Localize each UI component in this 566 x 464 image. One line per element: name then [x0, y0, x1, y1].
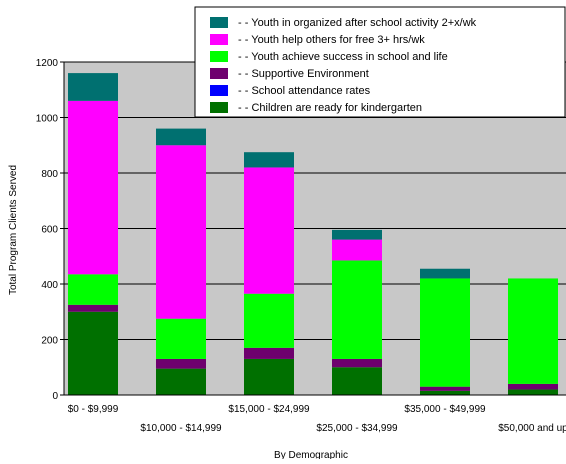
legend-entry: - - Youth achieve success in school and …: [238, 51, 448, 63]
bars: [68, 73, 558, 395]
y-tick-label: 1000: [36, 114, 59, 125]
y-tick-labels: 0 200 400 600 800 1000 1200: [36, 58, 64, 402]
bar-segment: [508, 389, 558, 395]
legend-entry: - - Supportive Environment: [238, 68, 369, 80]
legend-swatch: [210, 85, 228, 96]
x-tick-label: $15,000 - $24,999: [228, 404, 310, 415]
bar-segment: [420, 386, 470, 391]
bar-segment: [156, 128, 206, 146]
x-tick-labels: $0 - $9,999 $10,000 - $14,999 $15,000 - $2…: [68, 404, 566, 434]
x-tick-label: $10,000 - $14,999: [140, 423, 222, 434]
bar-segment: [332, 367, 382, 395]
bar-segment: [244, 293, 294, 348]
legend-swatch: [210, 68, 228, 79]
bar-segment: [244, 152, 294, 168]
bar-segment: [156, 318, 206, 359]
bar-segment: [508, 278, 558, 384]
legend-swatch: [210, 34, 228, 45]
bar-segment: [508, 383, 558, 390]
legend-entry: - - Children are ready for kindergarten: [238, 102, 422, 114]
x-tick-label: $35,000 - $49,999: [404, 404, 486, 415]
bar-segment: [68, 304, 118, 312]
legend-swatch: [210, 102, 228, 113]
legend-box: [194, 6, 566, 118]
y-tick-label: 600: [41, 225, 58, 236]
bar-segment: [244, 347, 294, 359]
bar-segment: [68, 311, 118, 395]
bar-segment: [156, 358, 206, 369]
y-tick-label: 0: [52, 391, 58, 402]
bar-segment: [332, 260, 382, 359]
legend: - - Youth in organized after school acti…: [194, 6, 566, 118]
bar-segment: [244, 167, 294, 294]
y-axis-title: Total Program Clients Served: [8, 165, 19, 295]
x-axis-title: By Demographic: [274, 450, 348, 459]
bar-segment: [244, 358, 294, 395]
x-tick-label: $25,000 - $34,999: [316, 423, 398, 434]
legend-entry: - - School attendance rates: [238, 85, 371, 97]
legend-entry: - - Youth help others for free 3+ hrs/wk: [238, 34, 425, 46]
bar-segment: [68, 100, 118, 275]
bar-segment: [68, 274, 118, 305]
legend-entry: - - Youth in organized after school acti…: [238, 17, 477, 29]
bar-segment: [420, 278, 470, 387]
bar-segment: [420, 390, 470, 395]
bar-segment: [156, 368, 206, 395]
y-tick-label: 200: [41, 336, 58, 347]
bar-segment: [332, 358, 382, 368]
y-tick-label: 800: [41, 169, 58, 180]
bar-segment: [420, 268, 470, 279]
y-tick-label: 1200: [36, 58, 59, 69]
bar-segment: [332, 229, 382, 240]
legend-swatch: [210, 51, 228, 62]
bar-segment: [156, 145, 206, 319]
legend-swatch: [210, 17, 228, 28]
bar-segment: [68, 73, 118, 101]
bar-segment: [332, 239, 382, 261]
x-tick-label: $50,000 and up: [498, 423, 566, 434]
y-tick-label: 400: [41, 280, 58, 291]
x-tick-label: $0 - $9,999: [68, 404, 119, 415]
